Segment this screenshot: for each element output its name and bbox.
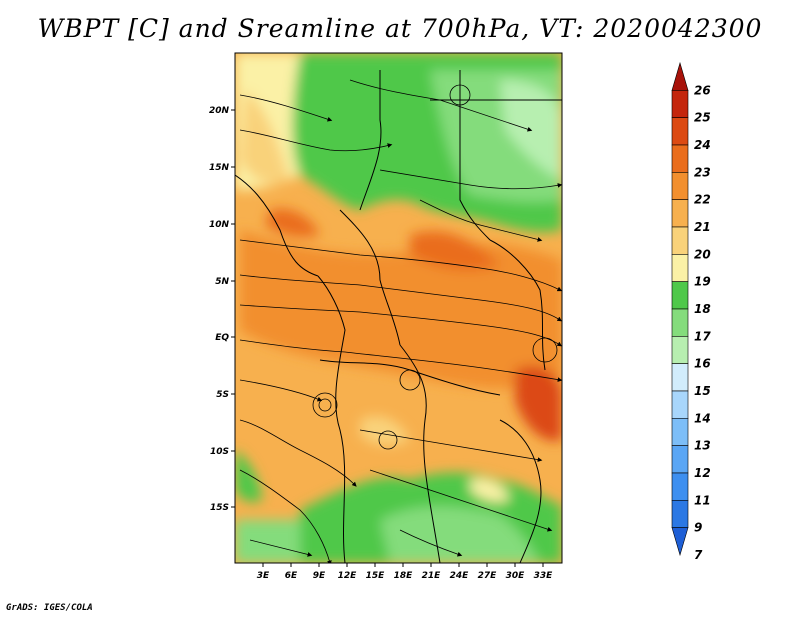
colorbar-swatch [671,144,689,173]
lon-label: 6E [285,571,298,581]
colorbar-label: 16 [694,357,711,371]
colorbar-label: 17 [694,329,711,343]
colorbar-label: 20 [694,247,711,261]
colorbar-swatch [671,90,689,118]
country-borders [235,70,562,563]
colorbar-label: 24 [694,138,711,152]
colorbar-label: 21 [694,220,711,234]
colorbar-label: 13 [694,439,711,453]
colorbar-label: 14 [694,411,711,425]
colorbar-label: 9 [694,521,702,535]
lon-label: 21E [422,571,442,581]
colorbar-label: 7 [694,548,703,562]
colorbar-swatch [671,336,689,364]
lon-label: 12E [338,571,358,581]
colorbar-label: 25 [694,111,711,125]
colorbar-label: 12 [694,466,711,480]
colorbar-swatch [671,527,689,557]
colorbar-label: 22 [694,193,711,207]
wbpt-field [235,53,562,563]
colorbar-swatch [671,61,689,91]
lon-label: 15E [366,571,386,581]
colorbar-label: 26 [694,83,711,97]
lat-label: 15N [209,163,230,173]
lon-label: 3E [257,571,270,581]
colorbar-swatch [671,172,689,200]
lat-label: 10S [210,447,229,457]
colorbar-swatch [671,500,689,528]
lat-label: 5S [216,390,229,400]
lon-label: 24E [450,571,470,581]
lon-label: 9E [313,571,326,581]
colorbar-swatch [671,418,689,446]
latitude-axis: 20N 15N 10N 5N EQ 5S 10S 15S [209,106,235,513]
streamlines [239,79,562,563]
lon-label: 30E [506,571,526,581]
lat-label: 5N [215,277,229,287]
lon-label: 33E [534,571,554,581]
colorbar-label: 15 [694,384,711,398]
colorbar-swatch [671,117,689,146]
lon-label: 18E [394,571,414,581]
colorbar-swatch [671,281,689,310]
colorbar-label: 19 [694,275,711,289]
colorbar-swatch [671,445,689,474]
colorbar-label: 11 [694,493,711,507]
colorbar-label: 18 [694,302,711,316]
colorbar-swatch [671,390,689,419]
colorbar-swatch [671,226,689,255]
map-title: WBPT [C] and Sreamline at 700hPa, VT: 20… [37,14,763,43]
lat-label: EQ [215,333,229,343]
credit-text: GrADS: IGES/COLA [6,603,93,613]
lat-label: 20N [209,106,230,116]
longitude-axis: 3E 6E 9E 12E 15E 18E 21E 24E 27E 30E 33E [257,563,553,581]
colorbar: 26 25 24 23 22 21 20 19 18 17 16 15 14 13 12 11 9 7 [671,61,711,562]
colorbar-swatch [671,363,689,392]
colorbar-label: 23 [694,165,711,179]
colorbar-swatch [671,308,689,337]
map-frame [234,52,563,564]
colorbar-swatch [671,254,689,282]
lat-label: 15S [210,503,229,513]
lat-label: 10N [209,220,230,230]
colorbar-swatch [671,472,689,501]
lon-label: 27E [478,571,498,581]
colorbar-swatch [671,199,689,228]
